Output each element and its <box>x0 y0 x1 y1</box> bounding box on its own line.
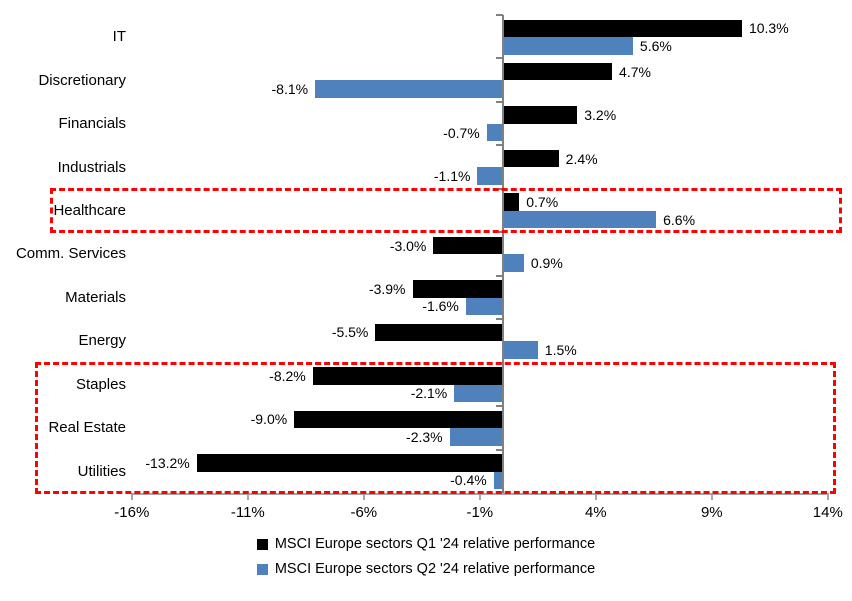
q1-bar <box>375 323 503 342</box>
q2-bar <box>315 80 503 98</box>
value-axis-line <box>130 493 829 495</box>
bar-value-label: 2.4% <box>565 150 598 167</box>
bar-value-label: 6.6% <box>663 211 696 228</box>
q1-bar <box>294 410 503 429</box>
category-label: Staples <box>75 375 126 393</box>
category-axis-tick <box>496 361 503 364</box>
value-axis-tick <box>362 495 365 500</box>
x-tick-label: -6% <box>350 504 378 521</box>
bar-value-label: -0.4% <box>450 472 487 489</box>
category-label: Materials <box>65 288 126 306</box>
category-axis-tick <box>496 231 503 234</box>
legend-label-q1: MSCI Europe sectors Q1 '24 relative perf… <box>274 536 596 552</box>
category-axis-tick <box>496 318 503 321</box>
category-axis-tick <box>496 448 503 451</box>
legend: MSCI Europe sectors Q1 '24 relative perf… <box>0 536 852 577</box>
legend-item-q2: MSCI Europe sectors Q2 '24 relative perf… <box>256 561 596 577</box>
q1-bar <box>503 106 578 124</box>
bar-value-label: 1.5% <box>544 341 577 358</box>
bar-value-label: -9.0% <box>250 411 288 428</box>
q1-bar <box>412 280 503 298</box>
category-label: Comm. Services <box>15 245 126 263</box>
bar-value-label: 0.7% <box>526 194 559 211</box>
category-label: Discretionary <box>38 71 126 89</box>
q1-bar <box>503 193 520 211</box>
category-label: Real Estate <box>48 419 126 437</box>
bar-value-label: 10.3% <box>748 20 789 37</box>
bar-value-label: -3.0% <box>389 237 427 254</box>
category-label: Industrials <box>57 158 126 176</box>
q1-bar <box>196 454 503 472</box>
q2-bar <box>486 123 503 142</box>
q1-bar <box>503 149 559 168</box>
q1-series-swatch-icon <box>256 538 268 550</box>
q2-bar <box>503 37 633 55</box>
bar-value-label: 0.9% <box>530 255 563 272</box>
x-tick-label: 4% <box>584 504 607 521</box>
bar-value-label: -5.5% <box>331 324 369 341</box>
q2-bar <box>477 167 503 185</box>
q2-bar <box>449 428 503 446</box>
category-axis-tick <box>496 144 503 147</box>
bar-value-label: 4.7% <box>619 63 651 80</box>
legend-item-q1: MSCI Europe sectors Q1 '24 relative perf… <box>256 536 596 552</box>
category-label: Financials <box>58 115 126 133</box>
q2-bar <box>503 210 657 229</box>
x-tick-label: -1% <box>466 504 494 521</box>
q2-bar <box>503 341 538 359</box>
category-axis-tick <box>496 57 503 60</box>
value-axis-tick <box>246 495 249 500</box>
bar-value-label: -8.2% <box>269 367 306 384</box>
highlight-box <box>50 187 842 234</box>
q1-bar <box>503 62 613 81</box>
bar-value-label: -2.1% <box>410 385 448 402</box>
category-axis-tick <box>496 405 503 408</box>
q1-bar <box>312 367 503 385</box>
legend-label-q2: MSCI Europe sectors Q2 '24 relative perf… <box>274 561 596 577</box>
value-axis-tick <box>594 495 597 500</box>
x-tick-label: 14% <box>812 504 843 521</box>
bar-value-label: -0.7% <box>443 124 480 141</box>
bar-value-label: -1.1% <box>433 168 471 185</box>
q2-bar <box>503 254 524 272</box>
q1-bar <box>433 236 503 255</box>
bar-value-label: -13.2% <box>145 454 190 471</box>
q2-bar <box>465 297 503 316</box>
value-axis-tick <box>130 495 133 500</box>
q2-series-swatch-icon <box>256 563 268 575</box>
value-axis-tick <box>826 495 829 500</box>
category-axis-tick <box>496 100 503 103</box>
bar-value-label: -2.3% <box>406 428 443 445</box>
category-label: Utilities <box>77 462 126 480</box>
x-tick-label: -11% <box>230 504 265 521</box>
category-axis-tick <box>496 187 503 190</box>
category-axis-tick <box>496 14 503 16</box>
bar-value-label: -1.6% <box>422 298 459 315</box>
bar-value-label: 3.2% <box>584 107 617 124</box>
category-axis-tick <box>496 274 503 277</box>
category-label: Healthcare <box>53 202 126 220</box>
bar-value-label: -3.9% <box>368 280 406 297</box>
value-axis-tick <box>478 495 481 500</box>
value-axis-tick <box>710 495 713 500</box>
x-tick-label: 9% <box>700 504 723 521</box>
category-axis-line <box>502 15 504 493</box>
q2-bar <box>454 384 503 403</box>
category-label: IT <box>112 28 126 46</box>
x-tick-label: -16% <box>114 504 150 521</box>
q2-bar <box>493 471 503 490</box>
q1-bar <box>503 19 742 37</box>
bar-value-label: -8.1% <box>271 81 309 98</box>
category-label: Energy <box>78 332 126 350</box>
bar-value-label: 5.6% <box>639 37 672 54</box>
